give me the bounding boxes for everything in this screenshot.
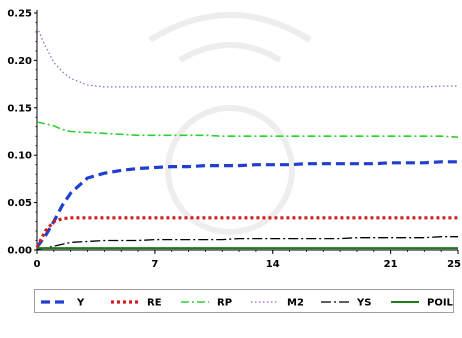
legend: Y RE RP M2 YS POIL [34,289,454,313]
legend-items: Y RE RP M2 YS POIL [41,298,454,309]
legend-label-rp: RP [217,298,232,309]
legend-label-y: Y [76,298,85,309]
series-line-rp [36,121,459,138]
y-tick-label: 0.15 [7,103,32,114]
series-line-y [35,160,458,249]
series-line-re [35,216,458,248]
x-tick-label: 21 [384,259,398,270]
y-tick-label: 0.10 [7,151,32,162]
x-tick-label: 25 [447,259,461,270]
x-tick-label: 0 [34,259,41,270]
legend-label-poil: POIL [427,298,454,309]
legend-label-re: RE [147,298,162,309]
y-tick-label: 0.25 [7,9,32,20]
legend-label-m2: M2 [287,298,304,309]
axes: 0.00 0.05 0.10 0.15 0.20 0.25 0 7 14 21 25 [7,9,461,271]
series-line-m2 [36,26,458,88]
x-tick-label: 7 [151,259,158,270]
legend-label-ys: YS [356,298,371,309]
y-tick-label: 0.05 [7,198,32,209]
y-tick-label: 0.00 [7,246,32,257]
x-tick-label: 14 [266,259,280,270]
series-layer [35,26,459,250]
y-tick-label: 0.20 [7,56,32,67]
series-line-ys [36,236,458,250]
